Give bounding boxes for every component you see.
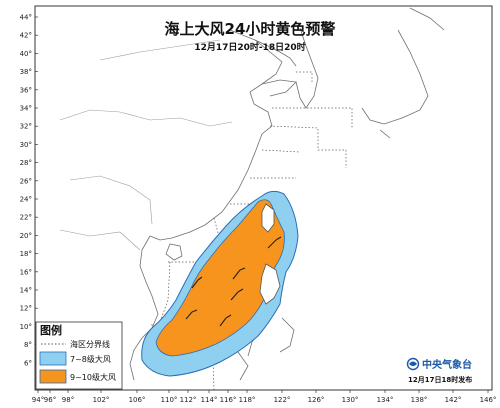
longitude-label: 94° <box>32 396 44 404</box>
indochina-coast <box>129 235 159 381</box>
boundary-label: 海区分界线 <box>70 339 110 349</box>
wind-barb-icon <box>191 276 203 289</box>
wind-barb-icon <box>219 314 232 327</box>
latitude-label: 36° <box>20 86 32 94</box>
legend-label-9-10: 9~10级大风 <box>70 372 116 382</box>
longitude-label: 110° <box>161 396 178 404</box>
agency-name: 中央气象台 <box>422 358 472 371</box>
longitude-label: 96° <box>44 396 56 404</box>
longitude-label: 130° <box>342 396 359 404</box>
longitude-label: 134° <box>377 396 394 404</box>
longitude-label: 138° <box>411 396 428 404</box>
inland-borders <box>59 39 233 251</box>
map-subtitle: 12月17日20时-18日20时 <box>194 41 305 53</box>
latitude-labels: 44° 42° 40° 38° 36° 34° 32° 30° 28° 26° 24° 22° 20° 1… <box>20 14 38 367</box>
latitude-label: 10° <box>20 323 32 331</box>
longitude-label: 98° <box>62 396 74 404</box>
latitude-label: 14° <box>20 287 32 295</box>
map-title: 海上大风24小时黄色预警 <box>165 20 336 38</box>
latitude-label: 24° <box>20 196 32 204</box>
latitude-label: 8° <box>24 341 32 349</box>
latitude-label: 18° <box>20 250 32 258</box>
taiwan-island <box>261 203 275 233</box>
china-coast <box>149 29 283 241</box>
longitude-label: 116° <box>220 396 237 404</box>
wind-barb-icon <box>267 236 282 249</box>
luzon-island <box>259 263 281 305</box>
latitude-label: 12° <box>20 305 32 313</box>
latitude-label: 44° <box>20 14 32 22</box>
latitude-label: 26° <box>20 177 32 185</box>
longitude-label: 146° <box>480 396 497 404</box>
legend-swatch-7-8 <box>39 351 67 366</box>
latitude-label: 30° <box>20 141 32 149</box>
latitude-label: 42° <box>20 32 32 40</box>
latitude-label: 38° <box>20 68 32 76</box>
latitude-label: 20° <box>20 232 32 240</box>
longitude-label: 118° <box>239 396 256 404</box>
longitude-label: 142° <box>445 396 462 404</box>
korea-peninsula <box>295 27 319 109</box>
wind-barb-icon <box>232 267 246 280</box>
longitude-label: 112° <box>180 396 197 404</box>
agency-logo-icon <box>406 357 420 371</box>
japan-islands <box>361 7 445 139</box>
longitude-label: 122° <box>274 396 291 404</box>
legend-swatch-9-10 <box>39 369 67 384</box>
longitude-label: 106° <box>129 396 146 404</box>
longitude-label: 102° <box>93 396 110 404</box>
legend-title: 图例 <box>40 323 62 337</box>
latitude-label: 40° <box>20 50 32 58</box>
legend: 图例 海区分界线 7~8级大风 9~10级大风 <box>35 321 123 390</box>
wind-barbs <box>185 236 282 327</box>
latitude-label: 6° <box>24 359 32 367</box>
latitude-label: 32° <box>20 123 32 131</box>
latitude-label: 22° <box>20 214 32 222</box>
latitude-label: 28° <box>20 159 32 167</box>
longitude-label: 114° <box>201 396 218 404</box>
latitude-label: 34° <box>20 105 32 113</box>
bohai-coast <box>254 39 297 67</box>
longitude-label: 126° <box>308 396 325 404</box>
latitude-label: 16° <box>20 268 32 276</box>
wind-barb-icon <box>185 309 198 320</box>
agency-block: 中央气象台 12月17日18时发布 <box>406 357 472 384</box>
longitude-labels: 94° 96° 98° 102° 106° 110° 112° 114° 116° 118° 122… <box>32 390 497 404</box>
wind-barb-icon <box>230 288 244 301</box>
legend-label-7-8: 7~8级大风 <box>70 354 111 364</box>
issued-time: 12月17日18时发布 <box>408 375 472 384</box>
hainan-island <box>165 243 183 261</box>
